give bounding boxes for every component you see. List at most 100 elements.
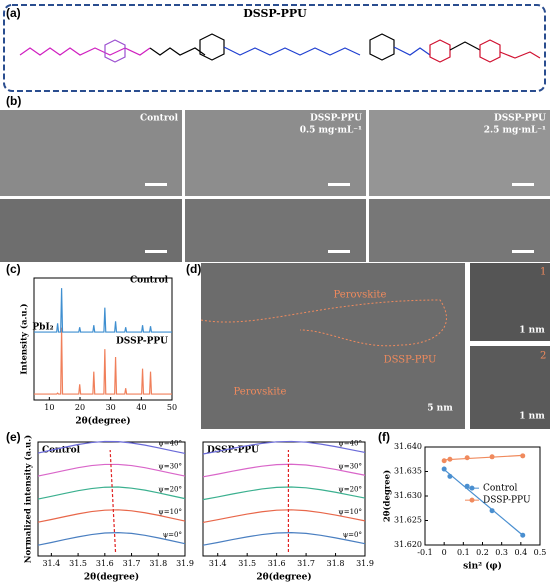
x-axis-label: 2θ(degree) — [75, 416, 130, 427]
series-line — [34, 327, 172, 395]
point — [441, 458, 447, 464]
series-label: ψ=10° — [158, 508, 182, 516]
series-line — [202, 486, 366, 501]
point — [489, 508, 495, 514]
tem-image — [470, 263, 550, 341]
y-tick-label: 31.635 — [394, 467, 422, 476]
x-tick-label: 31.4 — [42, 559, 60, 568]
y-axis-label: Normalized intensity (a.u.) — [23, 435, 34, 563]
x-tick-label: 31.9 — [176, 559, 194, 568]
fit-line — [444, 454, 523, 461]
series-line — [202, 532, 366, 546]
point — [520, 532, 526, 538]
y-axis-label: 2θ(degree) — [382, 470, 393, 522]
x-tick-label: 0.2 — [476, 548, 489, 557]
scale-label: 5 nm — [427, 404, 453, 414]
structure-title: DSSP-PPU — [243, 7, 307, 20]
legend-marker — [469, 497, 475, 503]
point — [464, 455, 470, 461]
sem-image — [185, 110, 366, 196]
x-tick-label: 31.5 — [69, 559, 87, 568]
sem-image — [369, 110, 550, 196]
series-label: ψ=10° — [338, 508, 362, 516]
x-tick-label: 0 — [442, 548, 447, 557]
sem-label: DSSP-PPU — [494, 114, 546, 124]
sem-image — [0, 110, 182, 196]
series-label: ψ=0° — [163, 531, 182, 539]
annotation: PbI₂ — [32, 323, 53, 333]
x-axis-label: 2θ(degree) — [256, 572, 311, 583]
point — [489, 454, 495, 460]
x-tick-label: 31.6 — [96, 559, 114, 568]
series-line — [37, 532, 186, 546]
x-tick-label: 40 — [136, 403, 146, 412]
x-axis-label: 2θ(degree) — [84, 572, 139, 583]
point — [447, 473, 453, 479]
x-tick-label: 31.4 — [209, 559, 227, 568]
scale-label: 1 nm — [519, 326, 545, 336]
sem-label: Control — [140, 114, 179, 124]
series-line — [37, 509, 186, 523]
series-label: ψ=40° — [338, 440, 362, 448]
panel-label: (d) — [186, 262, 201, 276]
x-tick-label: 0.1 — [457, 548, 470, 557]
x-tick-label: -0.1 — [417, 548, 432, 557]
series-label: ψ=20° — [158, 485, 182, 493]
y-tick-label: 31.625 — [394, 516, 422, 525]
sem-label: 0.5 mg·mL⁻¹ — [300, 126, 362, 136]
panel-label: (f) — [378, 430, 390, 444]
x-tick-label: 31.8 — [327, 559, 345, 568]
y-axis-label: Intensity (a.u.) — [19, 303, 30, 374]
scale-label: 1 nm — [519, 412, 545, 422]
series-line — [202, 440, 366, 455]
point — [464, 483, 470, 489]
series-line — [37, 440, 186, 455]
x-tick-label: 0.5 — [534, 548, 547, 557]
interface-line — [200, 299, 447, 347]
series-label: ψ=20° — [338, 485, 362, 493]
x-tick-label: 31.8 — [149, 559, 167, 568]
x-tick-label: 31.7 — [297, 559, 315, 568]
x-tick-label: 31.9 — [356, 559, 374, 568]
legend-label: DSSP-PPU — [483, 496, 531, 506]
series-label: Control — [130, 276, 169, 286]
x-tick-label: 10 — [44, 403, 54, 412]
y-tick-label: 31.640 — [394, 442, 422, 451]
x-tick-label: 31.6 — [268, 559, 286, 568]
plot-frame — [33, 277, 173, 401]
series-line — [34, 288, 172, 333]
series-label: ψ=40° — [158, 440, 182, 448]
tem-label: 1 — [540, 267, 546, 278]
legend-label: Control — [483, 484, 517, 494]
series-label: ψ=0° — [343, 531, 362, 539]
structure-drawing — [19, 33, 541, 63]
legend-marker — [469, 485, 475, 491]
structure-box — [3, 4, 546, 92]
y-tick-label: 31.620 — [394, 540, 422, 549]
tem-image — [201, 263, 465, 429]
x-tick-label: 50 — [167, 403, 177, 412]
sem-label: 2.5 mg·mL⁻¹ — [484, 126, 546, 136]
tem-label: 2 — [540, 351, 546, 362]
peak-line — [109, 449, 117, 553]
point — [441, 466, 447, 472]
x-tick-label: 30 — [106, 403, 116, 412]
panel-label: (c) — [6, 262, 21, 276]
x-axis-label: sin² (φ) — [463, 561, 502, 572]
panel-label: (b) — [6, 94, 21, 108]
x-tick-label: 0.3 — [495, 548, 508, 557]
tem-label: Perovskite — [234, 387, 287, 398]
chart-title: DSSP-PPU — [207, 446, 259, 456]
x-tick-label: 0.4 — [514, 548, 527, 557]
fit-line — [443, 469, 524, 536]
chart-title: Control — [42, 446, 81, 456]
x-tick-label: 31.7 — [123, 559, 141, 568]
series-label: ψ=30° — [158, 463, 182, 471]
series-line — [37, 486, 186, 500]
y-tick-label: 31.630 — [394, 491, 422, 500]
series-label: ψ=30° — [338, 463, 362, 471]
scale-bars — [145, 183, 534, 253]
panel-label: (a) — [6, 6, 21, 20]
sem-label: DSSP-PPU — [310, 114, 362, 124]
